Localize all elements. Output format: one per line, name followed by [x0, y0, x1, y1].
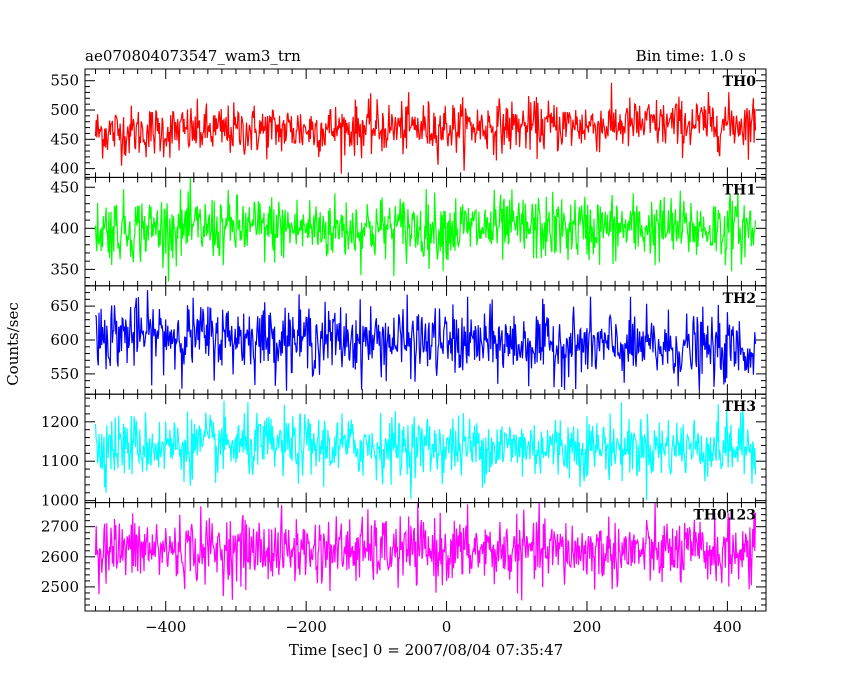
- panel-th0123: 2500 2600 2700 TH0123: [41, 502, 767, 612]
- y-tick-label: 400: [50, 219, 79, 237]
- y-tick-label: 650: [50, 297, 79, 315]
- panel-label-th2: TH2: [723, 291, 756, 307]
- panel-th0: 400 450 500 550 TH0: [50, 68, 767, 178]
- y-tick-label: 1000: [41, 492, 79, 510]
- x-tick-label: 0: [442, 618, 452, 636]
- x-tick-label: 200: [573, 618, 602, 636]
- series-line-th0: [94, 82, 757, 174]
- x-tick-label: 400: [713, 618, 742, 636]
- bin-time-label: Bin time: 1.0 s: [636, 47, 746, 65]
- y-tick-label: 450: [50, 130, 79, 148]
- chart-title: ae070804073547_wam3_trn: [85, 47, 301, 65]
- x-axis: −400 −200 0 200 400: [145, 618, 742, 636]
- series-line-th2: [94, 290, 757, 391]
- series-line-th0123: [94, 502, 757, 601]
- y-tick-label: 2600: [41, 548, 79, 566]
- y-tick-label: 400: [50, 160, 79, 178]
- series-line-th3: [94, 400, 757, 501]
- panel-label-th3: TH3: [723, 399, 756, 415]
- panel-th1: 350 400 450 TH1: [50, 176, 767, 287]
- y-tick-label: 550: [50, 365, 79, 383]
- y-tick-label: 1100: [41, 452, 79, 470]
- y-tick-label: 1200: [41, 413, 79, 431]
- panel-th2: 550 600 650 TH2: [50, 285, 767, 395]
- y-tick-label: 600: [50, 331, 79, 349]
- panel-th3: 1000 1100 1200 TH3: [41, 393, 767, 510]
- panel-label-th0123: TH0123: [693, 508, 756, 524]
- y-tick-label: 450: [50, 178, 79, 196]
- y-axis-title: Counts/sec: [4, 302, 22, 386]
- x-tick-label: −400: [145, 618, 186, 636]
- y-tick-label: 2500: [41, 578, 79, 596]
- panel-label-th0: TH0: [723, 74, 757, 90]
- y-tick-label: 550: [50, 72, 79, 90]
- y-tick-label: 350: [50, 260, 79, 278]
- panel-label-th1: TH1: [723, 182, 756, 198]
- series-line-th1: [94, 177, 757, 282]
- x-axis-title: Time [sec] 0 = 2007/08/04 07:35:47: [289, 641, 563, 659]
- x-tick-label: −200: [286, 618, 327, 636]
- y-tick-label: 500: [50, 101, 79, 119]
- y-tick-label: 2700: [41, 518, 79, 536]
